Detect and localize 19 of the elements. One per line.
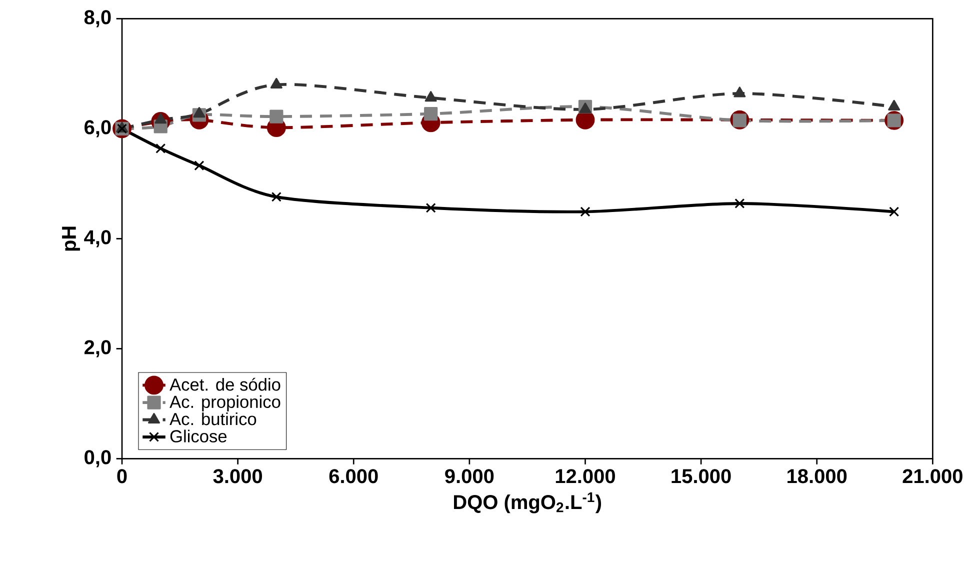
y-tick-label: 4,0 [84,230,111,248]
y-tick-label: 8,0 [84,10,111,28]
x-tick-label: 6.000 [329,469,378,484]
y-tick-label: 2,0 [84,340,111,358]
legend-label: Glicose [170,430,227,442]
legend-label: Ac. propionico [170,395,280,412]
x-tick-label: 21.000 [902,469,962,484]
x-tick-label: 3.000 [213,469,262,484]
y-tick-label: 6,0 [84,120,111,138]
x-tick-label: 12.000 [556,469,615,484]
y-axis-title: pH [62,226,80,251]
y-tick-label: 0,0 [84,450,111,468]
x-tick-label: 18.000 [788,469,847,484]
x-axis-title: DQO (mgO$_{2}$.L$^{-1}$) [454,492,602,514]
x-tick-label: 9.000 [445,469,494,484]
x-tick-label: 0 [117,469,127,484]
x-tick-label: 15.000 [672,469,731,484]
legend-label: Acet. de sódio [170,378,280,391]
legend-label: Ac. butirico [170,412,256,426]
